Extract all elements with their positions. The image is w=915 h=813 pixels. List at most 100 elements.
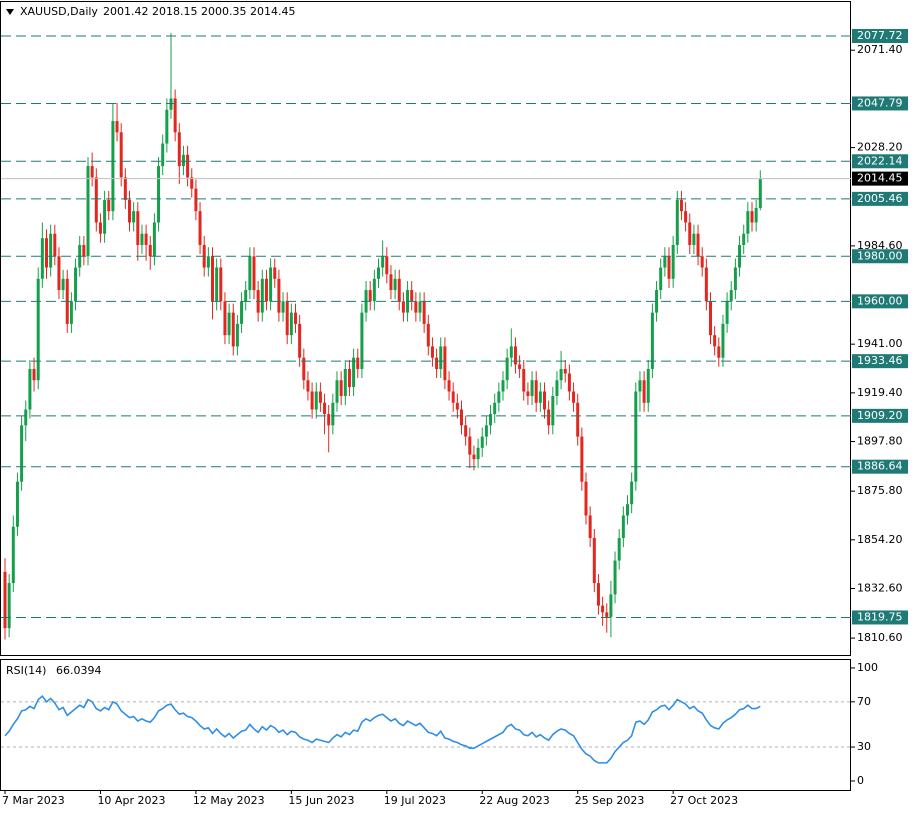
candle-body [634,391,638,482]
main-frame [0,1,851,656]
candle-body [240,301,244,324]
open-value: 2001.42 [103,5,149,18]
candle-body [128,199,131,223]
candle-body [198,211,202,245]
y-tick-label: 1854.20 [857,533,903,546]
candle-body [667,256,671,279]
candle-body [468,436,472,455]
candle-body [318,391,322,403]
candle-body [588,515,592,539]
candle-body [713,335,717,347]
candle-body [169,98,173,110]
candle-body [223,301,227,336]
candle-body [173,98,177,133]
candle-body [397,278,401,302]
candle-body [381,256,385,268]
level-label: 1933.46 [857,354,903,367]
candle-body [435,357,439,369]
candle-body [57,256,61,291]
candle-body [733,267,737,291]
candle-body [547,409,551,426]
candle-body [601,605,605,613]
x-tick-label: 19 Jul 2023 [384,794,446,807]
candle-body [40,238,44,279]
candle-body [227,312,231,336]
level-label-bg [852,96,908,111]
candle-body [356,357,360,369]
candle-body [700,256,704,268]
candle-body [538,391,542,403]
candle-body [717,346,721,358]
x-tick-label: 12 May 2023 [193,794,265,807]
candle-body [215,267,219,302]
candle-body [352,357,356,387]
candle-body [758,178,762,208]
x-tick-label: 15 Jun 2023 [288,794,354,807]
candle-body [679,199,683,212]
high-value: 2018.15 [152,5,198,18]
candle-body [509,346,513,358]
candle-body [414,301,418,313]
candle-body [725,301,729,324]
candle-body [455,402,459,410]
candle-body [472,454,476,460]
candle-body [269,267,273,302]
candle-body [24,409,28,426]
candle-body [659,267,663,291]
candle-body [530,380,534,397]
y-tick-label: 2028.20 [857,141,903,154]
candle-body [331,402,335,426]
candle-body [393,278,397,291]
candle-body [264,278,268,302]
y-tick-label: 1897.80 [857,435,903,448]
candle-body [501,380,505,392]
rsi-frame [0,659,851,791]
candle-body [161,143,165,167]
candle-body [343,368,347,397]
candle-body [323,402,327,415]
candle-body [107,199,111,212]
level-label-bg [852,354,908,369]
candle-body [69,301,73,324]
candle-body [476,447,480,460]
candle-body [551,396,555,426]
candle-body [563,368,567,374]
level-label: 1819.75 [857,610,903,623]
candle-body [148,244,152,257]
close-value: 2014.45 [250,5,296,18]
candle-body [430,346,434,358]
candle-body [493,402,497,415]
candle-body [277,278,281,313]
rsi-value: 66.0394 [56,664,102,677]
candle-body [86,166,90,257]
candle-body [497,391,501,403]
y-tick-label: 1875.80 [857,484,903,497]
level-label: 2022.14 [857,154,903,167]
candle-body [103,199,107,234]
candle-body [626,504,629,516]
candle-body [605,612,609,617]
candle-body [339,380,343,397]
rsi-y-tick-label: 100 [857,661,878,674]
candle-body [115,121,119,133]
level-label: 1960.00 [857,294,903,307]
candle-body [418,301,422,313]
candle-body [98,222,102,234]
x-tick-label: 27 Oct 2023 [670,794,738,807]
candle-body [675,199,679,245]
candle-body [273,267,277,279]
candle-body [522,368,526,392]
candle-body [144,233,148,245]
candle-body [464,425,468,437]
candle-body [630,481,634,505]
candle-body [638,380,642,392]
candle-body [671,244,675,279]
candle-body [302,357,306,381]
level-label-bg [852,459,908,474]
candle-body [28,368,32,410]
candle-body [157,166,161,223]
x-tick-label: 10 Apr 2023 [97,794,165,807]
candle-body [49,233,53,268]
candle-body [15,481,19,527]
candle-body [181,154,185,167]
